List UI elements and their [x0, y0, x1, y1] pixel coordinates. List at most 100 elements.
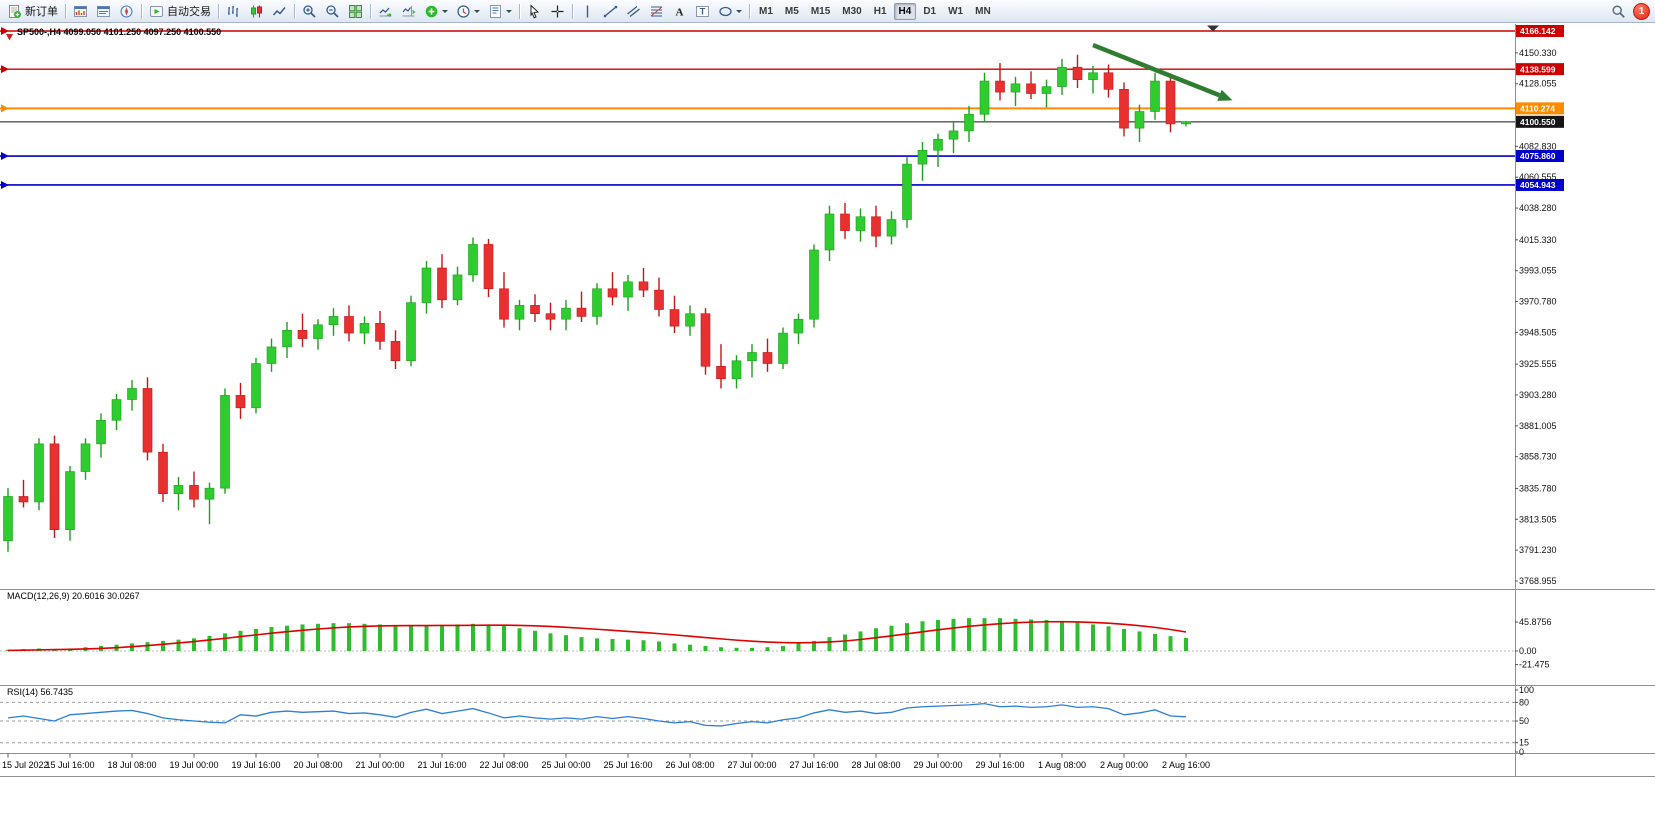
svg-text:4166.142: 4166.142: [1520, 26, 1556, 36]
crosshair-icon: [550, 4, 565, 19]
main-toolbar: 新订单 自动交易 A T M1 M5 M15 M30 H1 H4 D1 W1 MN 1: [0, 0, 1655, 23]
svg-text:15: 15: [1519, 738, 1529, 748]
vertical-line-button[interactable]: [577, 0, 598, 22]
pane-separators: [0, 24, 1655, 777]
navigator-icon: [119, 4, 134, 19]
svg-text:3925.555: 3925.555: [1519, 359, 1557, 369]
toolbar-separator: [572, 3, 573, 19]
svg-text:15 Jul 16:00: 15 Jul 16:00: [45, 760, 94, 770]
text-button[interactable]: A: [669, 0, 690, 22]
timeframe-m1-button[interactable]: M1: [759, 5, 773, 17]
svg-text:4150.330: 4150.330: [1519, 48, 1557, 58]
templates-button[interactable]: [485, 0, 515, 22]
toolbar-buttons: 新订单 自动交易 A T: [3, 0, 746, 22]
crosshair-button[interactable]: [547, 0, 568, 22]
zoom-out-button[interactable]: [322, 0, 343, 22]
macd-pane: 45.8756 0.00 -21.475: [0, 617, 1552, 670]
svg-text:19 Jul 00:00: 19 Jul 00:00: [169, 760, 218, 770]
svg-text:3768.955: 3768.955: [1519, 576, 1557, 586]
svg-text:21 Jul 16:00: 21 Jul 16:00: [417, 760, 466, 770]
shapes-icon: [718, 4, 733, 19]
toolbar-right: 1: [1611, 0, 1650, 23]
market-watch-button[interactable]: [70, 0, 91, 22]
toolbar-separator: [141, 3, 142, 19]
svg-text:26 Jul 08:00: 26 Jul 08:00: [665, 760, 714, 770]
equidistant-channel-button[interactable]: [623, 0, 644, 22]
new-order-icon: [7, 4, 22, 19]
svg-text:3970.780: 3970.780: [1519, 297, 1557, 307]
timeframe-m15-button[interactable]: M15: [810, 5, 831, 17]
timeframe-w1-button[interactable]: W1: [948, 5, 964, 17]
timeframe-m5-button[interactable]: M5: [784, 5, 799, 17]
toolbar-separator: [749, 3, 750, 19]
timeframe-m30-button[interactable]: M30: [842, 5, 862, 17]
timeframe-toolbar: M1 M5 M15 M30 H1 H4 D1 W1 MN: [753, 2, 997, 20]
timeframe-d1-button[interactable]: D1: [923, 5, 937, 17]
dropdown-caret-icon: [736, 9, 742, 13]
macd-indicator-label: MACD(12,26,9) 20.6016 30.0267: [7, 591, 140, 601]
annotation-arrow: [1092, 42, 1233, 101]
data-window-button[interactable]: [93, 0, 114, 22]
text-label-button[interactable]: T: [692, 0, 713, 22]
shapes-button[interactable]: [715, 0, 745, 22]
svg-text:80: 80: [1519, 697, 1529, 707]
indicators-button[interactable]: [421, 0, 451, 22]
svg-text:3948.505: 3948.505: [1519, 327, 1557, 337]
svg-text:4060.555: 4060.555: [1519, 172, 1557, 182]
timeframe-h4-button[interactable]: H4: [893, 2, 917, 20]
svg-text:1 Aug 08:00: 1 Aug 08:00: [1038, 760, 1086, 770]
svg-text:4054.943: 4054.943: [1520, 180, 1556, 190]
cursor-button[interactable]: [524, 0, 545, 22]
svg-text:4015.330: 4015.330: [1519, 235, 1557, 245]
line-chart-icon: [272, 4, 287, 19]
fibonacci-button[interactable]: [646, 0, 667, 22]
trendline-button[interactable]: [600, 0, 621, 22]
navigator-button[interactable]: [116, 0, 137, 22]
candles-icon: [249, 4, 264, 19]
rsi-pane: 100 80 50 150: [0, 685, 1534, 757]
svg-text:50: 50: [1519, 716, 1529, 726]
chart-shift-icon: [401, 4, 416, 19]
svg-text:15 Jul 2022: 15 Jul 2022: [2, 760, 49, 770]
svg-text:25 Jul 00:00: 25 Jul 00:00: [541, 760, 590, 770]
auto-scroll-button[interactable]: [375, 0, 396, 22]
market-watch-icon: [73, 4, 88, 19]
tile-windows-button[interactable]: [345, 0, 366, 22]
symbol-ohlc-label: SP500-,H4 4099.050 4101.250 4097.250 410…: [17, 27, 222, 37]
timeframe-mn-button[interactable]: MN: [975, 5, 991, 17]
notification-badge[interactable]: 1: [1633, 3, 1650, 20]
svg-text:A: A: [676, 6, 684, 18]
zoom-in-icon: [302, 4, 317, 19]
zoom-in-button[interactable]: [299, 0, 320, 22]
chart-shift-marker[interactable]: [1207, 25, 1219, 32]
svg-text:100: 100: [1519, 685, 1534, 695]
chart-shift-button[interactable]: [398, 0, 419, 22]
svg-text:4128.055: 4128.055: [1519, 79, 1557, 89]
svg-text:2 Aug 00:00: 2 Aug 00:00: [1100, 760, 1148, 770]
svg-text:21 Jul 00:00: 21 Jul 00:00: [355, 760, 404, 770]
timeframe-h1-button[interactable]: H1: [873, 5, 887, 17]
clock-icon: [456, 4, 471, 19]
new-order-label: 新订单: [25, 6, 58, 18]
new-order-button[interactable]: 新订单: [4, 0, 61, 22]
search-icon[interactable]: [1611, 4, 1626, 19]
svg-text:25 Jul 16:00: 25 Jul 16:00: [603, 760, 652, 770]
svg-text:-21.475: -21.475: [1519, 660, 1550, 670]
price-axis[interactable]: 4150.330 4128.055 4082.830 4060.555 4038.280…: [1515, 48, 1557, 586]
svg-text:19 Jul 16:00: 19 Jul 16:00: [231, 760, 280, 770]
svg-text:4110.274: 4110.274: [1520, 104, 1555, 114]
periods-button[interactable]: [453, 0, 483, 22]
bar-chart-mode-button[interactable]: [223, 0, 244, 22]
auto-trading-button[interactable]: 自动交易: [146, 0, 214, 22]
svg-text:22 Jul 08:00: 22 Jul 08:00: [479, 760, 528, 770]
channel-icon: [626, 4, 641, 19]
svg-text:T: T: [700, 6, 706, 16]
candlestick-mode-button[interactable]: [246, 0, 267, 22]
dropdown-caret-icon: [442, 9, 448, 13]
line-chart-mode-button[interactable]: [269, 0, 290, 22]
auto-trading-label: 自动交易: [167, 6, 211, 18]
vline-icon: [580, 4, 595, 19]
auto-scroll-icon: [378, 4, 393, 19]
